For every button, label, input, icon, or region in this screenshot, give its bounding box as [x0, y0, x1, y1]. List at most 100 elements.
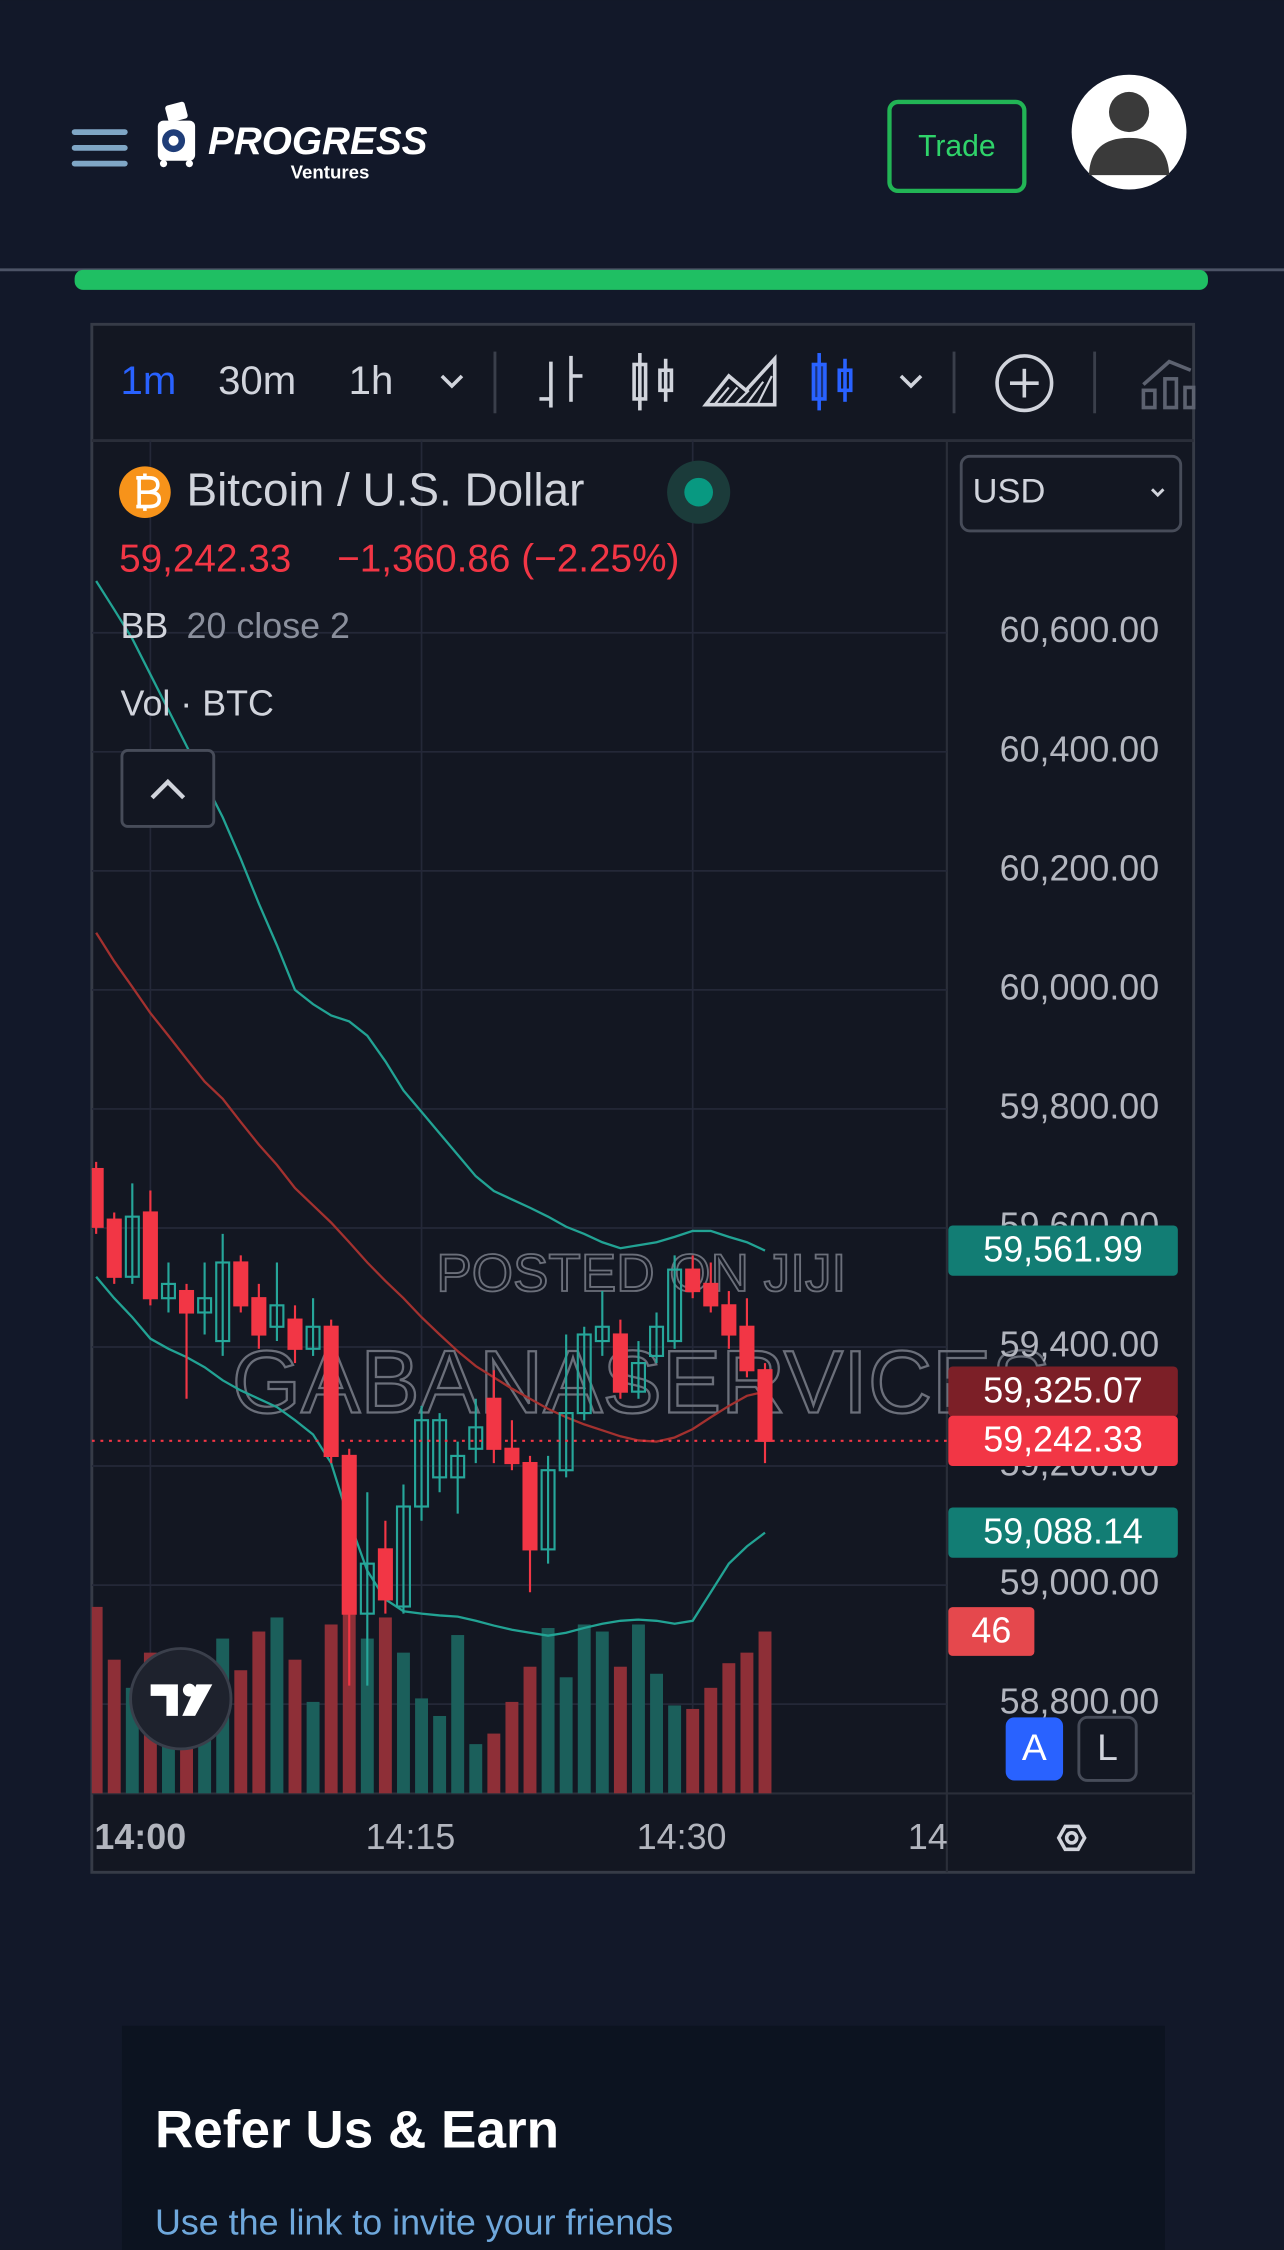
- trade-button[interactable]: [887, 99, 1027, 194]
- price-change: −1,360.86 (−2.25%): [337, 537, 679, 580]
- volume-bar: [378, 1617, 392, 1794]
- candle-body: [305, 1325, 321, 1350]
- more-icon[interactable]: [1141, 359, 1196, 410]
- volume-bar: [360, 1638, 374, 1794]
- area-icon[interactable]: [702, 354, 777, 407]
- volume-bar: [758, 1631, 772, 1794]
- time-axis: 14:00 14:15 14:30 14:: [94, 1817, 958, 1857]
- candle-icon[interactable]: [632, 353, 674, 411]
- y-tick-label: 59,000.00: [1000, 1563, 1160, 1603]
- candle-body: [251, 1297, 267, 1336]
- volume-bar: [668, 1705, 682, 1794]
- interval-30m[interactable]: 30m: [218, 358, 296, 403]
- volume-bar: [342, 1606, 356, 1794]
- progress-bar: [74, 269, 1208, 290]
- candle-body: [287, 1318, 303, 1350]
- volume-bar: [451, 1635, 465, 1794]
- candle-body: [432, 1419, 448, 1479]
- indicator-name[interactable]: BB: [121, 606, 169, 646]
- currency-chevron: [1150, 488, 1165, 498]
- volume-bar: [613, 1666, 627, 1794]
- last-price-tag: [948, 1415, 1178, 1466]
- candle-body: [540, 1469, 556, 1551]
- bitcoin-glyph: [136, 473, 162, 511]
- candle-body: [341, 1454, 357, 1615]
- hamburger-menu[interactable]: [71, 129, 128, 167]
- candle-body: [124, 1215, 140, 1278]
- x-tick-label: 14:00: [94, 1817, 186, 1857]
- candle-body: [377, 1548, 393, 1601]
- volume-bar: [415, 1698, 428, 1794]
- volume-bar: [541, 1628, 555, 1794]
- volume-bar: [397, 1652, 410, 1794]
- volume-bar: [306, 1701, 320, 1794]
- logo-title: PROGRESS: [208, 120, 428, 163]
- candle-body: [142, 1211, 158, 1300]
- tradingview-logo[interactable]: [129, 1647, 233, 1751]
- collapse-chevron: [150, 778, 186, 800]
- candle-body: [395, 1505, 411, 1608]
- currency-label[interactable]: USD: [973, 473, 1046, 511]
- last-price: 59,242.33: [119, 537, 291, 580]
- avatar[interactable]: [1071, 74, 1187, 190]
- lower-band-tag: [948, 1507, 1178, 1558]
- candle-body: [468, 1426, 484, 1450]
- style-dropdown[interactable]: [899, 374, 923, 389]
- candle-body: [91, 1167, 104, 1228]
- symbol-name: Bitcoin / U.S. Dollar: [187, 464, 585, 516]
- lower-band: [95, 1276, 766, 1637]
- watermark: POSTED ON JIJI GABANASERVICES: [231, 1243, 1052, 1432]
- candle-body: [576, 1333, 592, 1415]
- candle-body: [359, 1562, 375, 1615]
- bar-chart-icon[interactable]: [539, 355, 583, 408]
- candle-body: [179, 1289, 195, 1314]
- indicator-params[interactable]: 20 close 2: [187, 606, 350, 646]
- candle-body: [721, 1304, 737, 1336]
- candle-style-icon[interactable]: [811, 353, 853, 411]
- candle-body: [233, 1261, 249, 1307]
- volume-legend[interactable]: Vol · BTC: [121, 683, 274, 723]
- add-indicator-button[interactable]: [995, 354, 1054, 413]
- log-scale-label[interactable]: L: [1097, 1726, 1118, 1768]
- volume-bar: [577, 1624, 591, 1794]
- candle-body: [414, 1419, 430, 1508]
- y-tick-label: 60,400.00: [1000, 729, 1160, 769]
- volume-bar: [704, 1687, 718, 1794]
- volume-bar: [107, 1659, 121, 1794]
- referral-card: [121, 2025, 1165, 2250]
- log-scale-button[interactable]: [1077, 1715, 1138, 1782]
- auto-scale-button[interactable]: [1005, 1717, 1064, 1781]
- volume-bar: [234, 1670, 248, 1794]
- x-tick-label: 14:: [908, 1817, 958, 1857]
- market-status[interactable]: [684, 477, 714, 507]
- basis-tag: [948, 1366, 1178, 1417]
- volume-bar: [505, 1701, 519, 1794]
- candle-body: [323, 1325, 339, 1458]
- collapse-legend-button[interactable]: [120, 748, 216, 828]
- logo-subtitle: Ventures: [291, 162, 370, 183]
- volume-bar: [252, 1631, 266, 1794]
- lower-band-tag-label: 59,088.14: [983, 1512, 1143, 1552]
- volume-bar: [650, 1673, 663, 1794]
- volume-tag: [948, 1607, 1035, 1656]
- candle-body: [757, 1369, 773, 1442]
- candle-body: [106, 1218, 122, 1278]
- interval-dropdown[interactable]: [440, 374, 464, 389]
- settings-button[interactable]: [1056, 1824, 1087, 1852]
- auto-scale-label[interactable]: A: [1022, 1726, 1047, 1768]
- trade-button-label[interactable]: Trade: [918, 130, 996, 163]
- volume-bar: [469, 1744, 483, 1794]
- currency-dropdown[interactable]: [959, 454, 1183, 533]
- volume-bar: [91, 1606, 103, 1794]
- watermark-small: POSTED ON JIJI: [436, 1244, 846, 1303]
- volume-bar: [740, 1652, 754, 1794]
- logo-icon[interactable]: [157, 101, 196, 168]
- volume-bar: [559, 1677, 573, 1794]
- candle-body: [450, 1454, 466, 1479]
- candle-body: [685, 1268, 701, 1293]
- interval-1h[interactable]: 1h: [349, 358, 394, 403]
- candle-body: [667, 1268, 683, 1343]
- interval-1m[interactable]: 1m: [121, 358, 177, 403]
